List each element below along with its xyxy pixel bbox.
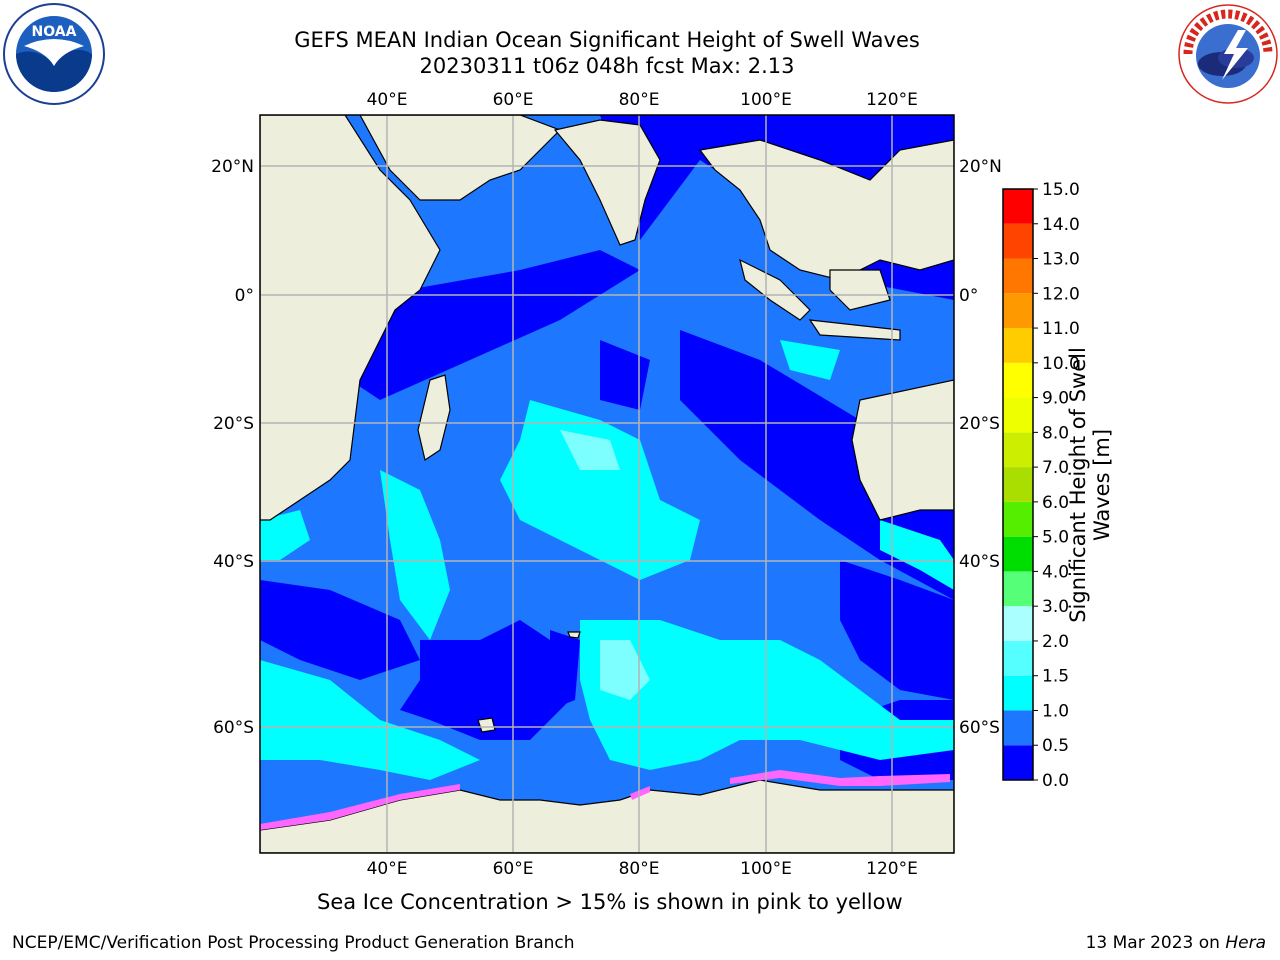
noaa-logo-icon: NOAA	[3, 3, 105, 105]
lat-tick-left: 20°N	[211, 157, 254, 177]
lon-tick-bottom: 80°E	[619, 859, 660, 879]
nws-logo-icon	[1178, 4, 1278, 104]
footer-date: 13 Mar 2023 on Hera	[1086, 933, 1266, 953]
colorbar-bin	[1003, 745, 1033, 780]
footer-date-text: 13 Mar 2023 on	[1085, 933, 1226, 953]
colorbar-frame	[1002, 188, 1034, 781]
swell-mid-regions	[260, 340, 954, 780]
colorbar-tick-label: 0.0	[1042, 771, 1069, 791]
lon-ticks-top: 40°E 60°E 80°E 100°E 120°E	[367, 90, 918, 110]
map-frame	[259, 114, 955, 854]
lat-tick-right: 20°N	[959, 157, 1002, 177]
lon-tick-top: 100°E	[740, 90, 792, 110]
lon-ticks-bottom: 40°E 60°E 80°E 100°E 120°E	[367, 859, 918, 879]
colorbar-bin	[1003, 189, 1033, 224]
colorbar-tick-label: 10.0	[1042, 354, 1080, 374]
colorbar-bin	[1003, 467, 1033, 502]
lat-tick-right: 20°S	[959, 414, 1000, 434]
lon-tick-bottom: 60°E	[493, 859, 534, 879]
lat-tick-left: 40°S	[213, 552, 254, 572]
colorbar-bin	[1003, 675, 1033, 711]
colorbar-tick-label: 7.0	[1042, 458, 1069, 478]
colorbar-tick-label: 1.0	[1042, 701, 1069, 721]
colorbar-bin	[1003, 501, 1033, 537]
colorbar-tick-label: 4.0	[1042, 562, 1069, 582]
colorbar-tick-label: 3.0	[1042, 597, 1069, 617]
colorbar-tick-label: 12.0	[1042, 284, 1080, 304]
lat-tick-left: 60°S	[213, 718, 254, 738]
colorbar-tick-label: 14.0	[1042, 215, 1080, 235]
lon-tick-bottom: 40°E	[367, 859, 408, 879]
colorbar-tick-label: 9.0	[1042, 389, 1069, 409]
colorbar-bin	[1003, 362, 1033, 398]
colorbar-tick-label: 6.0	[1042, 493, 1069, 513]
lat-tick-right: 60°S	[959, 718, 1000, 738]
colorbar-bin	[1003, 710, 1033, 746]
lat-tick-left: 20°S	[213, 414, 254, 434]
colorbar-bin	[1003, 640, 1033, 676]
footer-credit: NCEP/EMC/Verification Post Processing Pr…	[12, 933, 575, 953]
colorbar-tick-label: 8.0	[1042, 423, 1069, 443]
lat-tick-left: 0°	[235, 286, 254, 306]
colorbar: 0.0 0.5 1.0 1.5 2.0 3.0 4.0 5.0 6.0 7.0 8.0 9.0 10.0…	[1002, 180, 1080, 791]
colorbar-tick-label: 0.5	[1042, 736, 1069, 756]
colorbar-label-line2: Waves [m]	[1090, 428, 1114, 542]
lon-tick-top: 40°E	[367, 90, 408, 110]
lat-ticks-right: 20°N 0° 20°S 40°S 60°S	[959, 157, 1002, 738]
lon-tick-bottom: 100°E	[740, 859, 792, 879]
lon-tick-bottom: 120°E	[866, 859, 918, 879]
map-plot-area	[260, 115, 954, 853]
colorbar-bin	[1003, 397, 1033, 433]
colorbar-label-line1: Significant Height of Swell	[1066, 347, 1090, 623]
map-subtitle: 20230311 t06z 048h fcst Max: 2.13	[419, 54, 795, 78]
colorbar-tick-label: 5.0	[1042, 528, 1069, 548]
colorbar-tick-label: 1.5	[1042, 667, 1069, 687]
map-title: GEFS MEAN Indian Ocean Significant Heigh…	[294, 28, 920, 52]
colorbar-bin	[1003, 536, 1033, 572]
colorbar-tick-label: 11.0	[1042, 319, 1080, 339]
sea-ice-note: Sea Ice Concentration > 15% is shown in …	[317, 890, 903, 914]
colorbar-bin	[1003, 328, 1033, 363]
sea-ice-band	[260, 770, 950, 830]
colorbar-bin	[1003, 258, 1033, 294]
colorbar-tick-label: 13.0	[1042, 250, 1080, 270]
colorbar-bin	[1003, 223, 1033, 259]
lat-ticks-left: 20°N 0° 20°S 40°S 60°S	[211, 157, 254, 738]
footer-machine: Hera	[1225, 933, 1266, 953]
lat-tick-right: 40°S	[959, 552, 1000, 572]
svg-text:NOAA: NOAA	[32, 24, 77, 40]
lon-tick-top: 60°E	[493, 90, 534, 110]
colorbar-bin	[1003, 606, 1033, 641]
colorbar-bin	[1003, 432, 1033, 468]
colorbar-bin	[1003, 293, 1033, 329]
colorbar-tick-label: 15.0	[1042, 180, 1080, 200]
graticule	[260, 115, 954, 853]
colorbar-tick-label: 2.0	[1042, 632, 1069, 652]
lat-tick-right: 0°	[959, 286, 978, 306]
lon-tick-top: 120°E	[866, 90, 918, 110]
land-areas	[260, 115, 954, 853]
lon-tick-top: 80°E	[619, 90, 660, 110]
colorbar-bin	[1003, 571, 1033, 607]
swell-high-regions	[560, 430, 650, 700]
